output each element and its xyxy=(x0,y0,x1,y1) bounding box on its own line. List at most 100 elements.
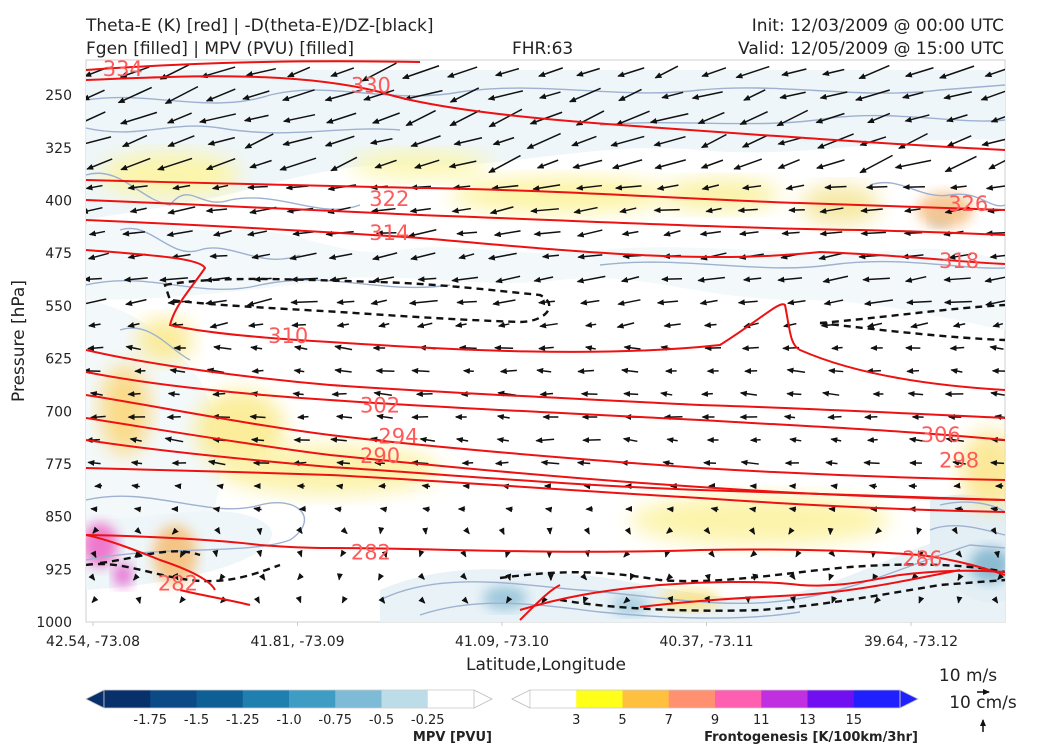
wind-vector xyxy=(544,506,553,513)
wind-vector xyxy=(86,276,102,283)
fgen-colorbar-tick-label: 5 xyxy=(618,713,626,728)
theta-e-contour-label: 306 xyxy=(921,423,961,447)
wind-vector xyxy=(132,573,140,581)
wind-vector xyxy=(133,506,142,513)
wind-vector xyxy=(291,322,306,329)
wind-vector xyxy=(167,206,196,215)
wind-vector xyxy=(206,367,225,374)
wind-vector xyxy=(533,276,554,283)
valid-time: Valid: 12/05/2009 @ 15:00 UTC xyxy=(738,39,1004,59)
wind-vector xyxy=(536,367,552,374)
wind-vector xyxy=(616,322,635,329)
wind-vector xyxy=(496,414,510,420)
wind-vector xyxy=(989,253,1005,260)
wind-vector xyxy=(449,109,481,127)
fgen-colorbar-right-extend xyxy=(899,689,919,709)
wind-vector xyxy=(87,459,101,466)
wind-vector xyxy=(505,506,513,513)
wind-vector xyxy=(903,207,921,214)
wind-vector xyxy=(990,390,1005,397)
wind-vector xyxy=(737,207,758,214)
wind-vector xyxy=(334,367,352,374)
wind-vector xyxy=(831,596,838,604)
wind-vector xyxy=(738,230,759,237)
wind-vector xyxy=(985,230,1005,237)
wind-vector xyxy=(741,184,762,191)
wind-vector xyxy=(691,91,723,100)
wind-vector xyxy=(373,390,392,397)
wind-vector xyxy=(249,413,266,420)
wind-vector xyxy=(411,414,429,421)
wind-vector xyxy=(781,230,800,237)
quiver-key-vertical-label: 10 cm/s xyxy=(949,693,1017,713)
mpv-colorbar-swatch xyxy=(150,690,197,708)
wind-vector xyxy=(661,276,683,283)
wind-vector xyxy=(166,112,192,124)
mpv-colorbar-outline xyxy=(103,689,475,709)
fgen-colorbar-swatch xyxy=(715,690,762,708)
wind-vector xyxy=(94,482,103,489)
wind-vector xyxy=(251,367,264,374)
wind-vector xyxy=(697,276,726,283)
wind-vector xyxy=(336,321,349,328)
fgen-colorbar-swatch xyxy=(530,690,577,708)
wind-vector xyxy=(663,322,681,329)
wind-vector xyxy=(541,596,548,604)
wind-vector xyxy=(246,230,268,237)
wind-vector xyxy=(700,390,713,397)
wind-vector xyxy=(618,88,642,102)
mpv-colorbar-tick-label: -0.75 xyxy=(318,713,352,728)
wind-vector xyxy=(129,437,142,443)
wind-vector xyxy=(788,572,796,581)
wind-vector xyxy=(451,207,472,214)
wind-vector xyxy=(822,275,849,284)
wind-vector xyxy=(981,138,1005,147)
mpv-colorbar-swatch xyxy=(335,690,382,708)
wind-vector xyxy=(209,253,228,260)
fgen-colorbar-left-extend xyxy=(511,689,531,709)
wind-vector xyxy=(330,156,358,172)
wind-vector xyxy=(572,159,603,170)
wind-vector xyxy=(205,207,228,214)
wind-vector xyxy=(818,252,844,261)
wind-vector xyxy=(341,595,348,604)
mpv-colorbar: -1.75 -1.5 -1.25 -1.0 -0.75 -0.5 -0.25 MPV [PVU… xyxy=(85,689,493,745)
wind-vector xyxy=(92,526,100,534)
wind-vector xyxy=(617,67,645,78)
wind-vector xyxy=(373,460,385,467)
wind-vector xyxy=(246,298,273,307)
wind-vector xyxy=(866,436,878,443)
wind-vector xyxy=(749,436,761,443)
wind-vector xyxy=(379,506,388,513)
wind-vector xyxy=(576,67,600,77)
wind-vector xyxy=(164,85,199,105)
wind-vector xyxy=(249,159,272,169)
wind-vector xyxy=(462,368,474,375)
dthetae-dz-contours xyxy=(86,277,1005,612)
wind-vector xyxy=(653,135,686,147)
wind-vector xyxy=(750,550,758,558)
wind-vector xyxy=(172,184,191,191)
wind-vector xyxy=(656,184,679,191)
wind-vector xyxy=(86,206,103,214)
wind-vector xyxy=(777,276,803,283)
wind-vector xyxy=(119,66,150,78)
wind-vector xyxy=(370,299,387,306)
wind-vector xyxy=(127,322,140,328)
wind-vector xyxy=(821,68,845,77)
wind-vector xyxy=(87,345,104,352)
wind-vector xyxy=(330,436,347,443)
wind-vector xyxy=(251,253,271,260)
wind-vector xyxy=(576,275,606,284)
wind-vector xyxy=(664,550,671,558)
wind-vector xyxy=(296,526,303,535)
fgen-colorbar-tick-label: 9 xyxy=(711,713,719,728)
theta-e-contour-label: 314 xyxy=(369,221,409,245)
wind-vector xyxy=(948,253,972,260)
wind-vector xyxy=(576,459,591,466)
mpv-colorbar-swatch xyxy=(104,690,151,708)
wind-vector xyxy=(335,483,344,490)
mpv-colorbar-tick-label: -1.0 xyxy=(276,713,301,728)
theta-e-contour-label: 310 xyxy=(268,324,308,348)
wind-vector xyxy=(741,134,769,148)
